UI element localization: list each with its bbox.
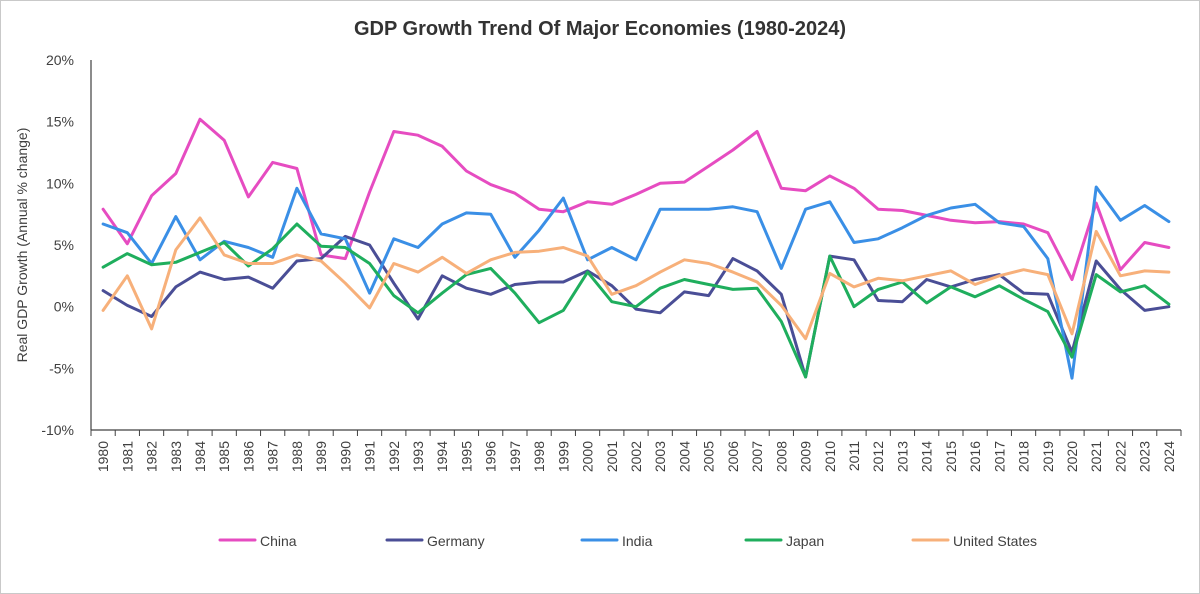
y-tick-label: -5% — [49, 360, 74, 376]
x-tick-label: 1989 — [313, 441, 329, 472]
x-tick-label: 2008 — [773, 441, 789, 472]
y-tick-label: 10% — [46, 175, 74, 191]
x-tick-label: 2000 — [580, 441, 596, 472]
axes: -10% -5% 0% 5% 10% 15% 20% 1980 1981 1982 1983 1984… — [41, 52, 1182, 472]
legend: China Germany India Japan United States — [218, 533, 1037, 549]
x-tick-label: 2016 — [967, 441, 983, 472]
x-tick-label: 2003 — [652, 441, 668, 472]
x-tick-label: 1985 — [216, 441, 232, 472]
x-tick-label: 1990 — [337, 441, 353, 472]
series-line-germany — [101, 234, 1171, 379]
x-tick-label: 2020 — [1064, 441, 1080, 472]
series-line-india — [101, 185, 1171, 380]
x-tick-label: 2002 — [628, 441, 644, 472]
x-tick-label: 1994 — [434, 441, 450, 472]
x-tick-label: 2007 — [749, 441, 765, 472]
legend-label: Germany — [427, 533, 485, 549]
x-tick-label: 2019 — [1040, 441, 1056, 472]
y-axis-label: Real GDP Growth (Annual % change) — [14, 128, 30, 363]
x-tick-label: 2011 — [846, 441, 862, 471]
x-tick-label: 1993 — [410, 441, 426, 472]
x-tick-label: 1984 — [192, 441, 208, 472]
x-tick-label: 1988 — [289, 441, 305, 472]
x-tick-label: 1987 — [265, 441, 281, 472]
x-tick-label: 2010 — [822, 441, 838, 472]
x-tick-label: 1996 — [483, 441, 499, 472]
x-tick-label: 1998 — [531, 441, 547, 472]
y-tick-label: 5% — [54, 237, 74, 253]
x-tick-label: 2023 — [1137, 441, 1153, 472]
y-tick-label: 0% — [54, 299, 74, 315]
y-tick-label: 15% — [46, 114, 74, 130]
legend-label: China — [260, 533, 297, 549]
x-tick-label: 1997 — [507, 441, 523, 472]
series-line-japan — [101, 222, 1171, 379]
x-tick-label: 2004 — [676, 441, 692, 472]
legend-label: Japan — [786, 533, 824, 549]
x-tick-label: 2009 — [798, 441, 814, 472]
x-tick-label: 2022 — [1112, 441, 1128, 472]
x-tick-label: 1992 — [386, 441, 402, 472]
x-tick-label: 2012 — [870, 441, 886, 472]
series-layer — [101, 117, 1171, 380]
x-tick-label: 2024 — [1161, 441, 1177, 472]
x-tick-label: 2001 — [604, 441, 620, 472]
x-tick-label: 2018 — [1016, 441, 1032, 472]
chart-title: GDP Growth Trend Of Major Economies (198… — [354, 18, 846, 40]
legend-label: United States — [953, 533, 1037, 549]
y-tick-label: -10% — [41, 422, 74, 438]
x-tick-label: 2006 — [725, 441, 741, 472]
x-tick-label: 1983 — [168, 441, 184, 472]
legend-label: India — [622, 533, 653, 549]
x-tick-label: 1981 — [119, 441, 135, 472]
y-tick-label: 20% — [46, 52, 74, 68]
x-tick-label: 1982 — [144, 441, 160, 472]
x-tick-label: 2013 — [894, 441, 910, 472]
x-tick-label: 2005 — [701, 441, 717, 472]
x-tick-label: 1980 — [95, 441, 111, 472]
x-tick-label: 2014 — [919, 441, 935, 472]
series-line-china — [101, 117, 1171, 281]
x-tick-label: 1995 — [458, 441, 474, 472]
x-tick-label: 1999 — [555, 441, 571, 472]
series-line-united-states — [101, 216, 1171, 341]
x-tick-label: 2017 — [991, 441, 1007, 472]
x-tick-label: 1986 — [240, 441, 256, 472]
x-tick-label: 1991 — [362, 441, 378, 472]
x-tick-label: 2021 — [1088, 441, 1104, 472]
x-tick-label: 2015 — [943, 441, 959, 472]
